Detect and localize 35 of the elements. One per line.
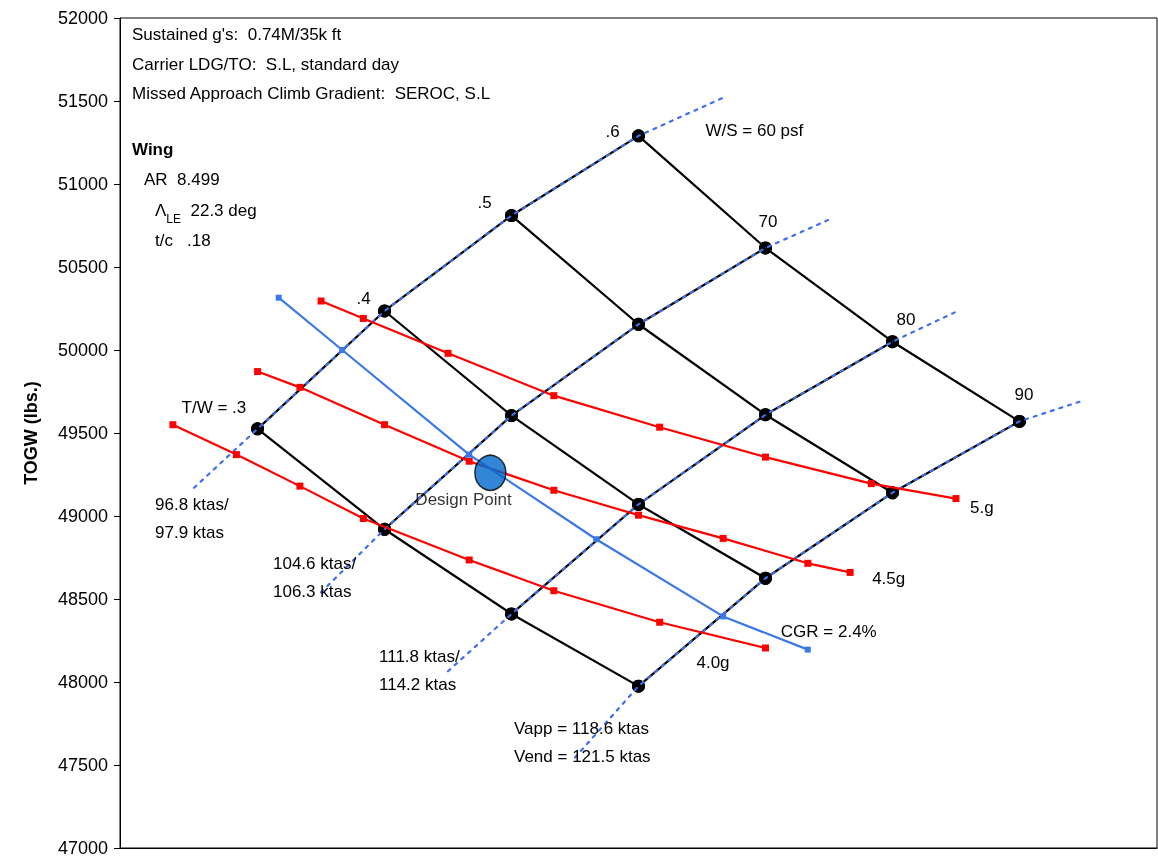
- series-label: T/W = .3: [181, 398, 247, 418]
- series-label: .5: [477, 193, 492, 213]
- series-label: Design Point: [415, 490, 513, 510]
- annotation: t/c .18: [155, 231, 211, 250]
- annotation: Wing: [132, 140, 174, 159]
- annotation: Carrier LDG/TO: S.L, standard day: [132, 55, 400, 74]
- annotation: 96.8 ktas/ 97.9 ktas: [155, 495, 229, 542]
- annotation: AR 8.499: [144, 170, 220, 189]
- y-tick-label: 47000: [57, 838, 108, 857]
- series-label: 80: [896, 310, 916, 330]
- series-label: .4: [356, 289, 371, 309]
- series-label: 90: [1014, 384, 1034, 404]
- y-tick-label: 49500: [57, 423, 108, 443]
- series-label: 4.5g: [872, 568, 906, 588]
- y-tick-label: 52000: [57, 8, 108, 28]
- y-tick-label: 51000: [57, 174, 108, 194]
- annotation: Sustained g's: 0.74M/35k ft: [132, 25, 342, 44]
- series-label: 5.g: [969, 498, 994, 518]
- series-label: 70: [758, 212, 778, 232]
- y-tick-label: 48500: [57, 589, 108, 609]
- y-tick-label: 48000: [57, 672, 108, 692]
- series-label: CGR = 2.4%: [780, 622, 877, 642]
- y-tick-label: 50500: [57, 257, 108, 277]
- y-tick-label: 47500: [57, 755, 108, 775]
- series-label: .6: [605, 122, 620, 142]
- series-label: W/S = 60 psf: [705, 121, 804, 141]
- y-tick-label: 51500: [57, 91, 108, 111]
- annotation: Missed Approach Climb Gradient: SEROC, S.L: [132, 84, 491, 103]
- series-label: 4.0g: [696, 653, 730, 673]
- y-axis-title: TOGW (lbs.): [21, 381, 41, 485]
- annotation: 111.8 ktas/ 114.2 ktas: [379, 647, 460, 694]
- annotation: Vapp = 118.6 ktas Vend = 121.5 ktas: [514, 719, 651, 766]
- y-tick-label: 49000: [57, 506, 108, 526]
- annotation: 104.6 ktas/ 106.3 ktas: [273, 554, 357, 601]
- y-tick-label: 50000: [57, 340, 108, 360]
